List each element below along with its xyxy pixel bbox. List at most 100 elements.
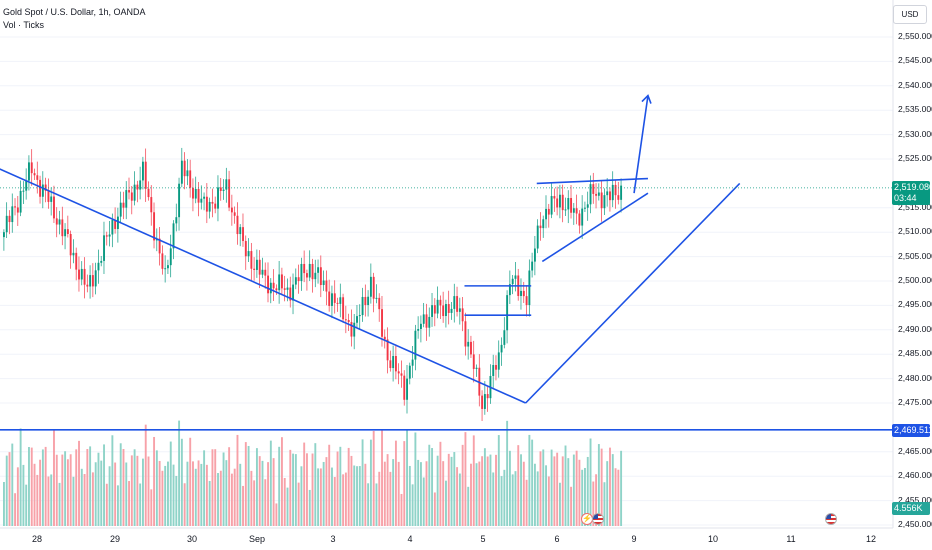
candle-body: [597, 192, 600, 196]
candle-body: [69, 233, 72, 256]
volume-bar: [620, 450, 623, 526]
volume-bar: [91, 472, 94, 526]
candle-body: [411, 359, 414, 366]
time-tick-label: 30: [186, 534, 198, 544]
drawings[interactable]: [0, 94, 893, 431]
candle-body: [522, 290, 525, 297]
candle-body: [406, 378, 408, 400]
volume-bar: [122, 449, 125, 526]
volume-bar: [350, 455, 353, 526]
symbol-title[interactable]: Gold Spot / U.S. Dollar, 1h, OANDA: [3, 7, 146, 17]
candle-body: [531, 261, 534, 271]
time-tick-label: 3: [330, 534, 336, 544]
candle-body: [414, 330, 417, 360]
volume-bar: [317, 468, 320, 526]
candle-body: [150, 197, 153, 213]
volume-bar: [69, 454, 72, 526]
volume-bar: [333, 477, 336, 526]
volume-bar: [439, 441, 442, 526]
candle-body: [275, 288, 278, 291]
volume-bar: [547, 476, 550, 526]
candle-body: [367, 296, 370, 306]
volume-bar: [178, 420, 181, 526]
candle-body: [361, 296, 364, 316]
volume-bar: [553, 456, 556, 526]
volume-bar: [495, 454, 497, 526]
volume-bar: [383, 461, 386, 526]
candle-body: [556, 198, 559, 208]
candle-body: [261, 269, 264, 275]
us-flag-icon[interactable]: [592, 513, 604, 525]
candle-body: [33, 173, 36, 176]
candle-body: [217, 187, 219, 209]
volume-bar: [531, 439, 534, 526]
price-tick-label: 2,490.000: [898, 323, 932, 334]
candle-body: [439, 299, 442, 306]
volume-bar: [197, 460, 200, 526]
candle-body: [247, 251, 250, 257]
candle-body: [572, 208, 575, 213]
price-tick-label: 2,485.000: [898, 348, 932, 359]
volume-bar: [247, 445, 250, 526]
candle-body: [169, 248, 172, 266]
volume-bar: [58, 482, 61, 526]
volume-bar: [225, 460, 228, 526]
candle-body: [420, 323, 422, 329]
descending-trendline: [0, 168, 526, 404]
volume-bar: [336, 451, 339, 526]
volume-bar: [325, 457, 328, 526]
triangle-resistance: [536, 177, 648, 185]
volume-bar: [369, 439, 372, 526]
volume-bar: [258, 456, 261, 526]
candle-body: [14, 206, 17, 208]
currency-button[interactable]: USD: [893, 5, 927, 24]
candle-body: [225, 179, 228, 190]
volume-bar: [614, 468, 617, 526]
candle-body: [458, 308, 461, 312]
candle-body: [253, 268, 256, 270]
volume-bar: [158, 460, 161, 526]
volume-bar: [595, 474, 598, 526]
volume-bar: [436, 455, 439, 526]
candle-body: [203, 196, 206, 199]
candle-body: [25, 180, 28, 191]
volume-bar: [66, 459, 69, 526]
volume-bar: [545, 465, 547, 526]
candle-body: [194, 188, 197, 199]
candle-body: [394, 356, 397, 372]
us-flag-icon[interactable]: [825, 513, 837, 525]
volume-indicator-label[interactable]: Vol · Ticks: [3, 20, 45, 30]
candle-body: [422, 314, 425, 324]
candle-body: [178, 183, 181, 218]
candle-body: [292, 284, 295, 301]
volume-bar: [175, 475, 178, 526]
candle-body: [436, 299, 439, 314]
candle-body: [545, 208, 547, 220]
volume-bar: [536, 471, 539, 526]
volume-bar: [472, 435, 475, 526]
volume-bar: [116, 485, 119, 526]
candle-body: [461, 308, 464, 322]
candle-body: [58, 219, 61, 225]
candle-body: [456, 296, 459, 312]
volume-bar: [503, 469, 506, 526]
volume-bar: [578, 459, 581, 526]
candle-body: [189, 170, 192, 188]
candle-body: [356, 316, 358, 323]
candle-body: [297, 277, 300, 282]
volume-bar: [611, 454, 614, 526]
candle-body: [36, 175, 39, 180]
candle-body: [80, 268, 83, 280]
volume-bar: [192, 461, 194, 526]
price-tick-label: 2,460.000: [898, 470, 932, 481]
volume-bar: [25, 484, 28, 526]
volume-bar: [5, 455, 8, 526]
volume-bar: [194, 468, 197, 526]
volume-bar: [420, 462, 422, 526]
candle-body: [91, 275, 94, 287]
candle-body: [589, 184, 592, 205]
volume-bar: [75, 449, 78, 526]
volume-bar: [61, 454, 64, 526]
